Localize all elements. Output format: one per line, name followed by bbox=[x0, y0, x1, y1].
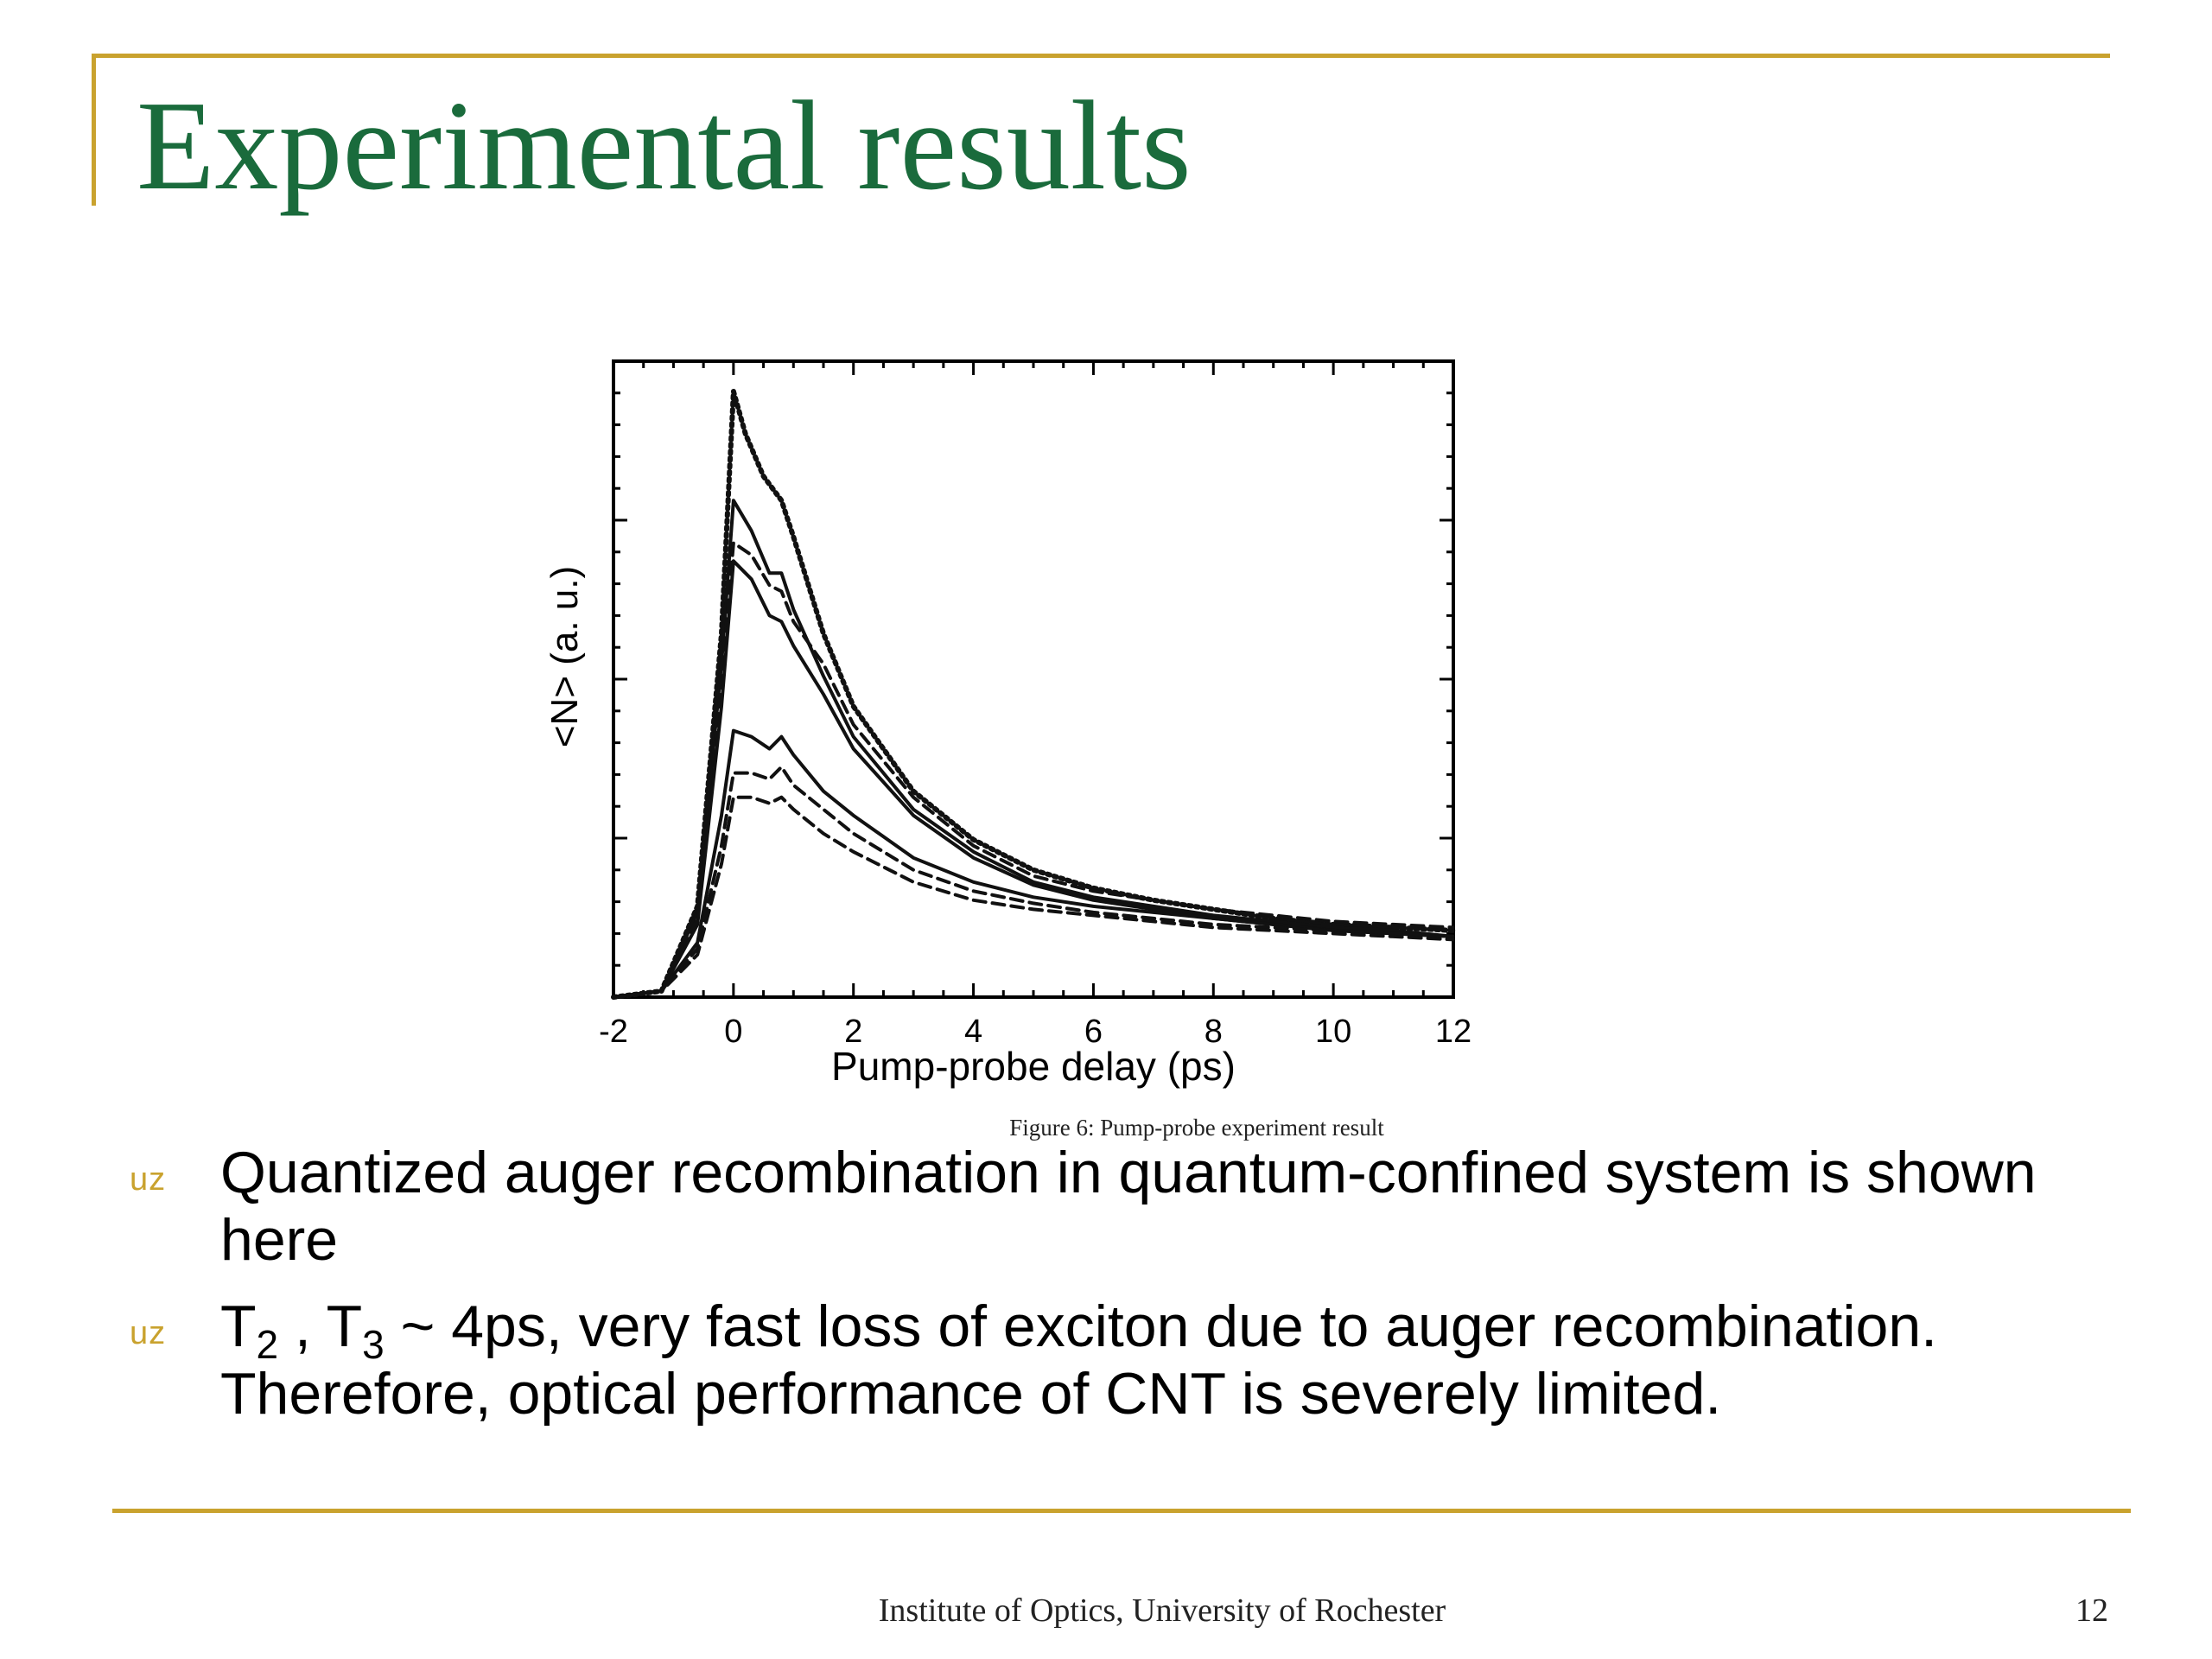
slide-title: Experimental results bbox=[137, 75, 1192, 217]
series-line bbox=[612, 728, 1455, 999]
page-number: 12 bbox=[2075, 1592, 2108, 1629]
series-line bbox=[612, 499, 1455, 999]
series-line bbox=[612, 559, 1455, 999]
x-axis-label: Pump-probe delay (ps) bbox=[831, 1044, 1236, 1089]
x-tick-label: 2 bbox=[844, 1014, 862, 1050]
figure-caption: Figure 6: Pump-probe experiment result bbox=[1009, 1115, 1384, 1141]
bottom-rule bbox=[112, 1509, 2131, 1513]
series-layer bbox=[611, 389, 1456, 1000]
bullet-text: Quantized auger recombination in quantum… bbox=[220, 1140, 2037, 1273]
bullet-text-part: , T bbox=[278, 1294, 363, 1359]
series-line bbox=[612, 765, 1455, 999]
x-tick-label: 4 bbox=[964, 1014, 982, 1050]
series-line bbox=[612, 541, 1455, 999]
x-tick-label: -2 bbox=[599, 1014, 628, 1050]
x-tick-labels: -2 0 2 4 6 8 10 12 bbox=[599, 1014, 1471, 1050]
x-tick-label: 12 bbox=[1435, 1014, 1471, 1050]
bullet-text-part: T bbox=[220, 1294, 257, 1359]
subscript: 3 bbox=[362, 1322, 385, 1367]
footer-text: Institute of Optics, University of Roche… bbox=[878, 1592, 1446, 1629]
x-tick-label: 0 bbox=[724, 1014, 742, 1050]
y-axis-label: <N> (a. u.) bbox=[543, 566, 586, 747]
bullet-marker-icon: uz bbox=[130, 1315, 167, 1351]
subscript: 2 bbox=[256, 1322, 279, 1367]
bullet-text: T2 , T3 ~ 4ps, very fast loss of exciton… bbox=[220, 1293, 2143, 1427]
top-rule bbox=[92, 54, 2110, 58]
x-tick-label: 6 bbox=[1084, 1014, 1103, 1050]
bullet-item: uz Quantized auger recombination in quan… bbox=[130, 1139, 2143, 1274]
bullet-marker-icon: uz bbox=[130, 1161, 167, 1198]
left-rule bbox=[92, 54, 96, 206]
series-line bbox=[612, 795, 1455, 999]
bullet-text-part: ~ 4ps, very fast loss of exciton due to … bbox=[220, 1294, 1938, 1427]
series-line bbox=[611, 389, 1456, 1000]
x-tick-label: 10 bbox=[1315, 1014, 1351, 1050]
bullet-item: uz T2 , T3 ~ 4ps, very fast loss of exci… bbox=[130, 1293, 2143, 1427]
pump-probe-chart: -2 0 2 4 6 8 10 12 Pump-probe delay (ps) <N> (a… bbox=[543, 359, 1471, 1089]
bullet-list: uz Quantized auger recombination in quan… bbox=[130, 1139, 2143, 1446]
x-tick-label: 8 bbox=[1205, 1014, 1223, 1050]
